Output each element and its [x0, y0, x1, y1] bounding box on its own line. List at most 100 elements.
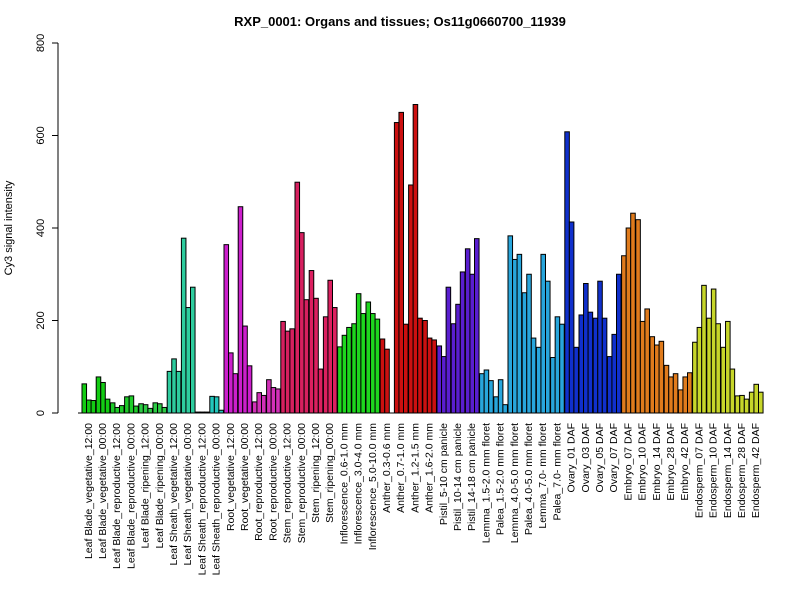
bar	[441, 356, 447, 414]
bar	[540, 253, 547, 414]
bar	[246, 365, 253, 414]
y-tick-label: 400	[35, 219, 47, 237]
x-tick-label: Ovary_03 DAF	[580, 423, 592, 492]
x-tick-label: Endosperm_07 DAF	[693, 423, 705, 518]
x-tick-label: Leaf Sheath_reproductive_00:00	[211, 423, 223, 576]
y-tick-label: 0	[35, 410, 47, 416]
bar	[289, 328, 295, 414]
x-tick-label: Stem_reproductive_12:00	[282, 423, 294, 543]
bar	[374, 318, 381, 414]
x-tick-label: Lemma_4.0-5.0 mm floret	[509, 423, 521, 543]
x-tick-label: Stem_reproductive_00:00	[296, 423, 308, 543]
bar	[294, 181, 301, 414]
bar	[138, 403, 144, 414]
bar	[663, 364, 670, 414]
bar	[592, 317, 599, 414]
bar	[242, 325, 248, 414]
x-tick-label: Endosperm_10 DAF	[708, 423, 720, 518]
bar	[114, 406, 120, 414]
x-tick-label: Ovary_07 DAF	[608, 423, 620, 492]
bar	[185, 307, 191, 414]
bar	[232, 373, 239, 414]
bar	[554, 316, 561, 414]
x-tick-label: Root_reproductive_00:00	[267, 423, 279, 541]
bar	[86, 399, 92, 414]
x-tick-label: Palea_4.0-5.0 mm floret	[523, 423, 535, 535]
x-tick-label: Leaf Blade_ripening_00:00	[154, 423, 166, 549]
bar	[743, 398, 750, 414]
x-tick-label: Palea_7.0- mm floret	[551, 423, 563, 521]
bar	[379, 338, 386, 414]
bar	[710, 288, 717, 414]
bar	[720, 346, 727, 414]
bar	[261, 394, 267, 414]
bar	[104, 398, 111, 414]
bar	[280, 320, 286, 414]
bar	[450, 323, 457, 414]
bar	[384, 348, 390, 414]
x-tick-label: Inflorescence_0.6-1.0 mm	[338, 423, 350, 545]
bar	[142, 404, 149, 414]
bar	[161, 406, 168, 414]
chart-title: RXP_0001: Organs and tissues; Os11g06607…	[234, 14, 566, 29]
bar	[455, 303, 461, 414]
bar	[412, 104, 419, 414]
bar	[147, 407, 153, 414]
y-tick-label: 200	[35, 311, 47, 329]
bars-group	[81, 104, 764, 414]
bar	[687, 372, 693, 414]
bar	[152, 402, 159, 414]
bar	[530, 337, 537, 414]
bar	[313, 297, 319, 414]
bar	[346, 326, 352, 414]
bar	[266, 379, 272, 414]
x-tick-label: Anther_0.7-1.0 mm	[395, 423, 407, 513]
bar	[483, 369, 490, 414]
bar	[175, 370, 182, 414]
bar	[95, 376, 102, 414]
x-tick-label: Ovary_05 DAF	[594, 423, 606, 492]
bar	[464, 248, 471, 414]
bar	[228, 352, 234, 414]
bar	[606, 356, 613, 414]
bar	[403, 323, 409, 414]
bar	[422, 320, 428, 414]
bar	[270, 387, 277, 414]
bar	[753, 383, 760, 414]
x-tick-label: Leaf Blade_ripening_12:00	[140, 423, 152, 549]
bar	[568, 221, 575, 414]
bar	[337, 346, 343, 414]
x-tick-label: Palea_1.5-2.0 mm floret	[495, 423, 507, 535]
bar	[284, 330, 291, 414]
x-tick-label: Lemma_7.0- mm floret	[537, 423, 549, 529]
bar	[488, 380, 494, 414]
bar	[474, 238, 480, 414]
bar	[469, 273, 476, 414]
bar	[649, 336, 656, 414]
x-tick-label: Root_reproductive_12:00	[253, 423, 265, 541]
x-tick-label: Stem_ripening_00:00	[324, 423, 336, 523]
bar	[682, 376, 689, 414]
bar	[436, 345, 443, 414]
bar	[734, 395, 741, 414]
x-tick-label: Leaf Blade_reproductive_12:00	[111, 423, 123, 569]
bar	[341, 334, 348, 414]
bar	[351, 323, 357, 414]
bar	[654, 344, 660, 414]
bar	[308, 270, 315, 414]
bar	[327, 279, 334, 414]
bar	[677, 389, 684, 414]
bar	[672, 373, 679, 414]
bar	[644, 308, 650, 414]
bar	[559, 323, 565, 414]
bar	[166, 370, 173, 414]
bar	[583, 283, 589, 414]
bar	[748, 391, 755, 414]
bar	[621, 255, 627, 414]
x-tick-label: Ovary_01 DAF	[566, 423, 578, 492]
bar	[729, 368, 736, 414]
bar	[209, 395, 215, 414]
bar	[322, 316, 329, 414]
bar	[398, 111, 405, 414]
x-tick-label: Stem_ripening_12:00	[310, 423, 322, 523]
